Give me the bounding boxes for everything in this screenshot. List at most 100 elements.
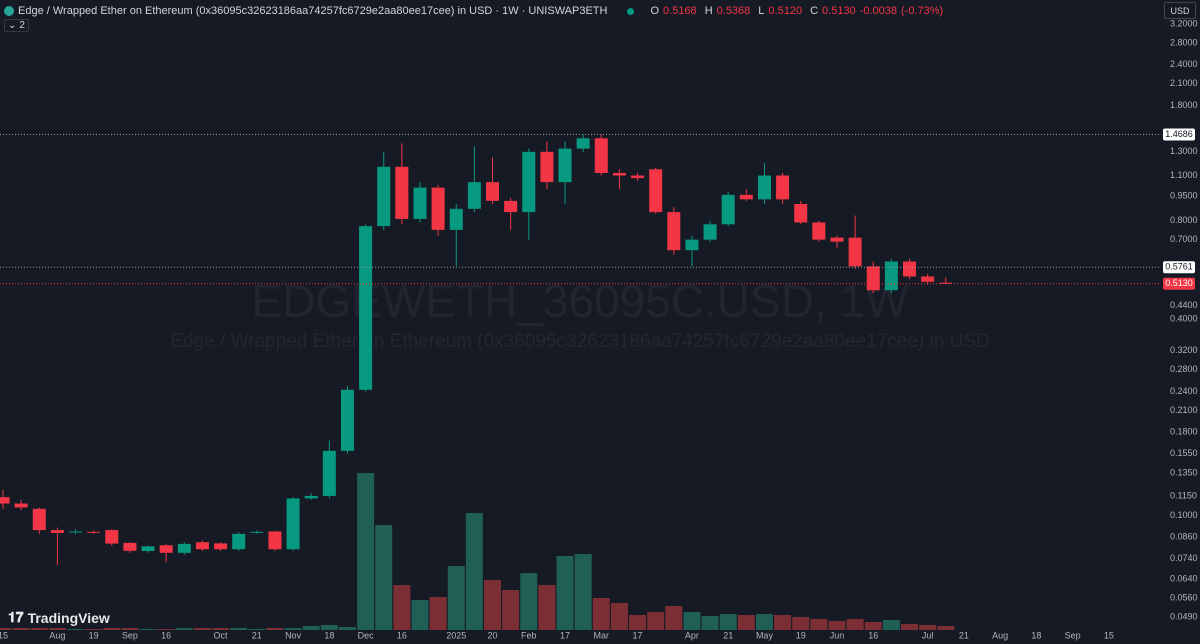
x-tick-label: 21 (723, 630, 733, 640)
volume-bar (103, 628, 121, 630)
volume-bar (48, 628, 66, 630)
x-tick-label: Feb (521, 630, 537, 640)
watermark-subtitle: Edge / Wrapped Ether on Ethereum (0x3609… (170, 331, 989, 352)
volume-bar (629, 615, 647, 630)
candle-body (195, 542, 209, 550)
volume-bar (266, 628, 284, 630)
y-tick-label: 1.1000 (1170, 170, 1198, 180)
volume-bar (592, 598, 610, 630)
candle-body (159, 545, 173, 553)
candle-body (612, 172, 626, 176)
candle-body (685, 239, 699, 251)
volume-bar (846, 619, 864, 630)
x-tick-label: 21 (252, 630, 262, 640)
y-tick-label: 1.8000 (1170, 100, 1198, 110)
ohlc-value: 0.5120 (768, 5, 803, 17)
volume-bar (193, 628, 211, 630)
y-tick-label: 2.8000 (1170, 37, 1198, 47)
volume-bar (230, 628, 248, 630)
volume-bar (683, 612, 701, 630)
y-tick-label: 0.1800 (1170, 427, 1198, 437)
volume-bar (520, 573, 538, 630)
y-tick-label: 0.1150 (1170, 490, 1197, 500)
candle-body (631, 175, 645, 179)
candle-body (304, 495, 318, 499)
volume-bar (465, 513, 483, 630)
volume-bar (320, 625, 338, 630)
volume-bar (375, 525, 393, 630)
candle-body (87, 531, 101, 533)
volume-bar (284, 628, 302, 630)
candle-body (268, 531, 282, 550)
price-label-box (1163, 261, 1195, 274)
currency-button[interactable]: USD (1164, 2, 1196, 19)
volume-bar (755, 614, 773, 630)
x-tick-label: Oct (214, 630, 229, 640)
candle-body (322, 450, 336, 496)
volume-bar (937, 626, 955, 630)
volume-bar (538, 585, 556, 630)
y-tick-label: 0.3200 (1170, 345, 1198, 355)
candle-body (413, 187, 427, 219)
x-tick-label: 18 (324, 630, 334, 640)
candle-body (522, 151, 536, 213)
candle-body (105, 530, 119, 544)
y-tick-label: 0.2800 (1170, 364, 1198, 374)
y-tick-label: 0.2100 (1170, 405, 1198, 415)
y-tick-label: 0.8000 (1170, 215, 1198, 225)
candle-body (141, 546, 155, 552)
candle-body (0, 497, 10, 504)
x-tick-label: 18 (1031, 630, 1041, 640)
price-label: 0.5761 (1165, 262, 1193, 272)
candle-body (903, 261, 916, 277)
volume-bar (792, 617, 810, 630)
x-tick-label: 15 (0, 630, 8, 640)
volume-bar (610, 603, 628, 630)
candle-body (486, 182, 500, 201)
candle-body (812, 222, 826, 240)
volume-bar (665, 606, 683, 630)
candle-body (467, 182, 481, 209)
symbol-icon (4, 6, 14, 16)
legend-header: Edge / Wrapped Ether on Ethereum (0x3609… (4, 3, 943, 19)
chevron: ⌄ (8, 20, 17, 31)
x-tick-label: Sep (122, 630, 138, 640)
indicator-toggle[interactable]: ⌄ 2 (4, 19, 29, 32)
candle-body (540, 151, 554, 183)
candle-body (830, 237, 844, 242)
candle-body (794, 203, 808, 223)
x-tick-label: 17 (633, 630, 643, 640)
volume-bar (901, 624, 918, 630)
candle-body (504, 200, 518, 213)
ohlc-label: H (704, 5, 713, 17)
logo: 𝟏𝟕 TradingView (8, 609, 110, 626)
volume-bar (647, 612, 665, 630)
volume-bar (0, 628, 12, 630)
y-tick-label: 0.0860 (1170, 532, 1198, 542)
change-pct: (-0.73%) (901, 5, 944, 17)
y-tick-label: 0.0640 (1170, 573, 1198, 583)
candle-body (431, 187, 445, 230)
change: -0.0038 (859, 5, 897, 17)
ohlc-value: 0.5368 (716, 5, 751, 17)
volume-bar (411, 600, 429, 630)
x-tick-label: 16 (161, 630, 171, 640)
y-tick-label: 0.0740 (1170, 553, 1198, 563)
candle-body (884, 261, 898, 291)
watermark: EDGEWETH_36095C.USD, 1W (252, 275, 910, 327)
status-dot (627, 7, 635, 15)
candle-body (649, 169, 663, 213)
volume-bar (175, 628, 193, 630)
x-tick-label: 15 (1104, 630, 1114, 640)
x-tick-label: Sep (1065, 630, 1081, 640)
y-tick-label: 0.9500 (1170, 191, 1198, 201)
x-tick-label: 19 (796, 630, 806, 640)
candle-body (667, 212, 681, 251)
ohlc-label: O (650, 5, 660, 17)
volume-bar (447, 566, 465, 630)
y-tick-label: 0.1000 (1170, 510, 1198, 520)
candle-body (939, 282, 953, 284)
x-tick-label: 2025 (446, 630, 466, 640)
x-tick-label: May (756, 630, 774, 640)
